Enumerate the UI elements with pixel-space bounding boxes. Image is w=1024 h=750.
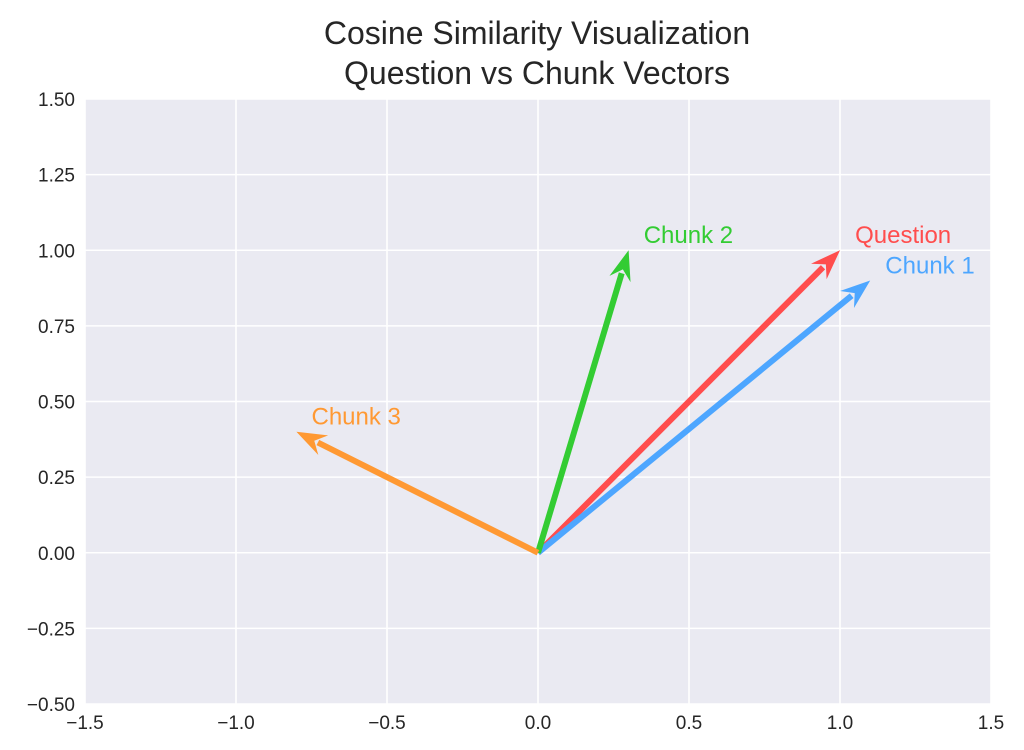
y-tick-label: 1.50	[38, 90, 75, 111]
x-tick-label: 1.0	[827, 713, 853, 734]
vector-chunk-1	[536, 293, 854, 556]
x-axis-ticks: −1.5 −1.0 −0.5 0.0 0.5 1.0 1.5	[66, 713, 1004, 734]
arrowhead-chunk-1	[840, 280, 871, 309]
vector-label-chunk-1: Chunk 1	[885, 252, 974, 279]
vector-label-chunk-3: Chunk 3	[312, 404, 401, 431]
y-tick-label: 0.25	[38, 468, 75, 489]
y-tick-label: 0.00	[38, 544, 75, 565]
y-tick-label: −0.25	[27, 619, 75, 640]
arrowhead-chunk-2	[609, 250, 631, 283]
arrowhead-chunk-3	[296, 431, 329, 456]
x-tick-label: 1.5	[978, 713, 1004, 734]
x-tick-label: −0.5	[368, 713, 406, 734]
chart-title-line-1: Cosine Similarity Visualization	[324, 15, 750, 51]
y-tick-label: 0.50	[38, 393, 75, 414]
vector-question	[535, 265, 826, 555]
y-tick-label: 1.00	[38, 241, 75, 262]
x-tick-label: −1.5	[66, 713, 104, 734]
x-tick-label: 0.5	[676, 713, 702, 734]
vectors: Question Chunk 1 Chunk 2 Chunk 3	[296, 222, 975, 556]
vector-label-chunk-2: Chunk 2	[644, 222, 733, 249]
y-tick-label: 0.75	[38, 317, 75, 338]
vector-label-question: Question	[855, 222, 951, 249]
y-axis-ticks: −0.50 −0.25 0.00 0.25 0.50 0.75 1.00 1.25 1.50	[27, 90, 75, 716]
x-tick-label: 0.0	[525, 713, 551, 734]
vector-chunk-2	[535, 272, 625, 554]
x-tick-label: −1.0	[217, 713, 255, 734]
vector-chunk-3	[316, 439, 540, 556]
arrowhead-question	[811, 250, 840, 280]
y-tick-label: 1.25	[38, 166, 75, 187]
y-tick-label: −0.50	[27, 695, 75, 716]
chart-title-line-2: Question vs Chunk Vectors	[344, 55, 730, 91]
